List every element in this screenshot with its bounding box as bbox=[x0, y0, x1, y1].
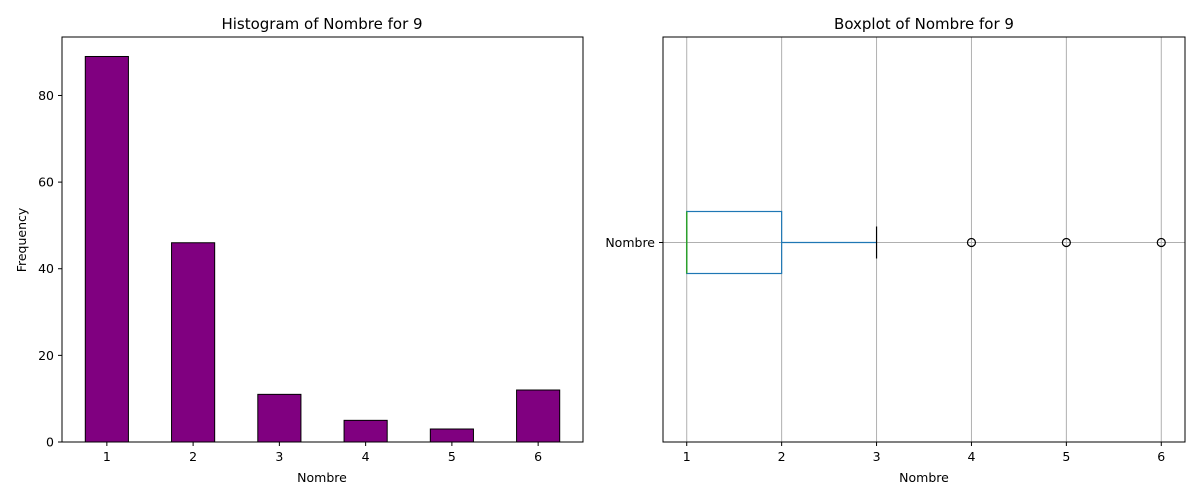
histogram-bar-5 bbox=[429, 428, 474, 443]
histogram-x-tick-label: 2 bbox=[189, 449, 197, 464]
boxplot-y-tick-label: Nombre bbox=[605, 235, 655, 250]
histogram-y-tick-label: 0 bbox=[46, 435, 54, 450]
histogram-bar-4 bbox=[343, 419, 388, 443]
boxplot-outlier-point bbox=[1156, 237, 1166, 248]
histogram-x-tick-label: 3 bbox=[275, 449, 283, 464]
histogram-y-tick-label: 20 bbox=[38, 348, 54, 363]
histogram-bar-1 bbox=[84, 55, 129, 443]
boxplot-x-tick-label: 3 bbox=[873, 449, 881, 464]
boxplot-x-tick-label: 6 bbox=[1157, 449, 1165, 464]
histogram-x-tick-label: 4 bbox=[362, 449, 370, 464]
histogram-panel: Histogram of Nombre for 9 1 2 3 4 5 6 0 20 40 60… bbox=[14, 15, 584, 485]
boxplot-outlier-point bbox=[1061, 237, 1071, 248]
boxplot-x-tick-label: 5 bbox=[1062, 449, 1070, 464]
histogram-plot-frame bbox=[61, 36, 584, 443]
histogram-y-axis-label: Frequency bbox=[14, 207, 29, 272]
boxplot-plot-frame bbox=[662, 36, 1186, 443]
histogram-y-tick-label: 60 bbox=[38, 175, 54, 190]
boxplot-x-tick-label: 1 bbox=[683, 449, 691, 464]
histogram-y-tick-label: 80 bbox=[38, 88, 54, 103]
histogram-bar-2 bbox=[171, 242, 216, 443]
boxplot-x-tick-label: 4 bbox=[967, 449, 975, 464]
boxplot-title: Boxplot of Nombre for 9 bbox=[834, 15, 1014, 33]
histogram-title: Histogram of Nombre for 9 bbox=[221, 15, 422, 33]
boxplot-panel: Boxplot of Nombre for 9 1 2 3 4 5 6 Nombre No… bbox=[605, 15, 1186, 485]
histogram-bar-6 bbox=[516, 389, 561, 443]
boxplot-x-tick-label: 2 bbox=[778, 449, 786, 464]
histogram-x-axis-label: Nombre bbox=[297, 470, 347, 485]
histogram-x-tick-label: 6 bbox=[534, 449, 542, 464]
boxplot-outlier-point bbox=[966, 237, 977, 248]
histogram-y-tick-label: 40 bbox=[38, 261, 54, 276]
histogram-x-tick-label: 5 bbox=[448, 449, 456, 464]
boxplot-x-axis-label: Nombre bbox=[899, 470, 949, 485]
histogram-bar-3 bbox=[257, 393, 302, 443]
histogram-x-tick-label: 1 bbox=[103, 449, 111, 464]
